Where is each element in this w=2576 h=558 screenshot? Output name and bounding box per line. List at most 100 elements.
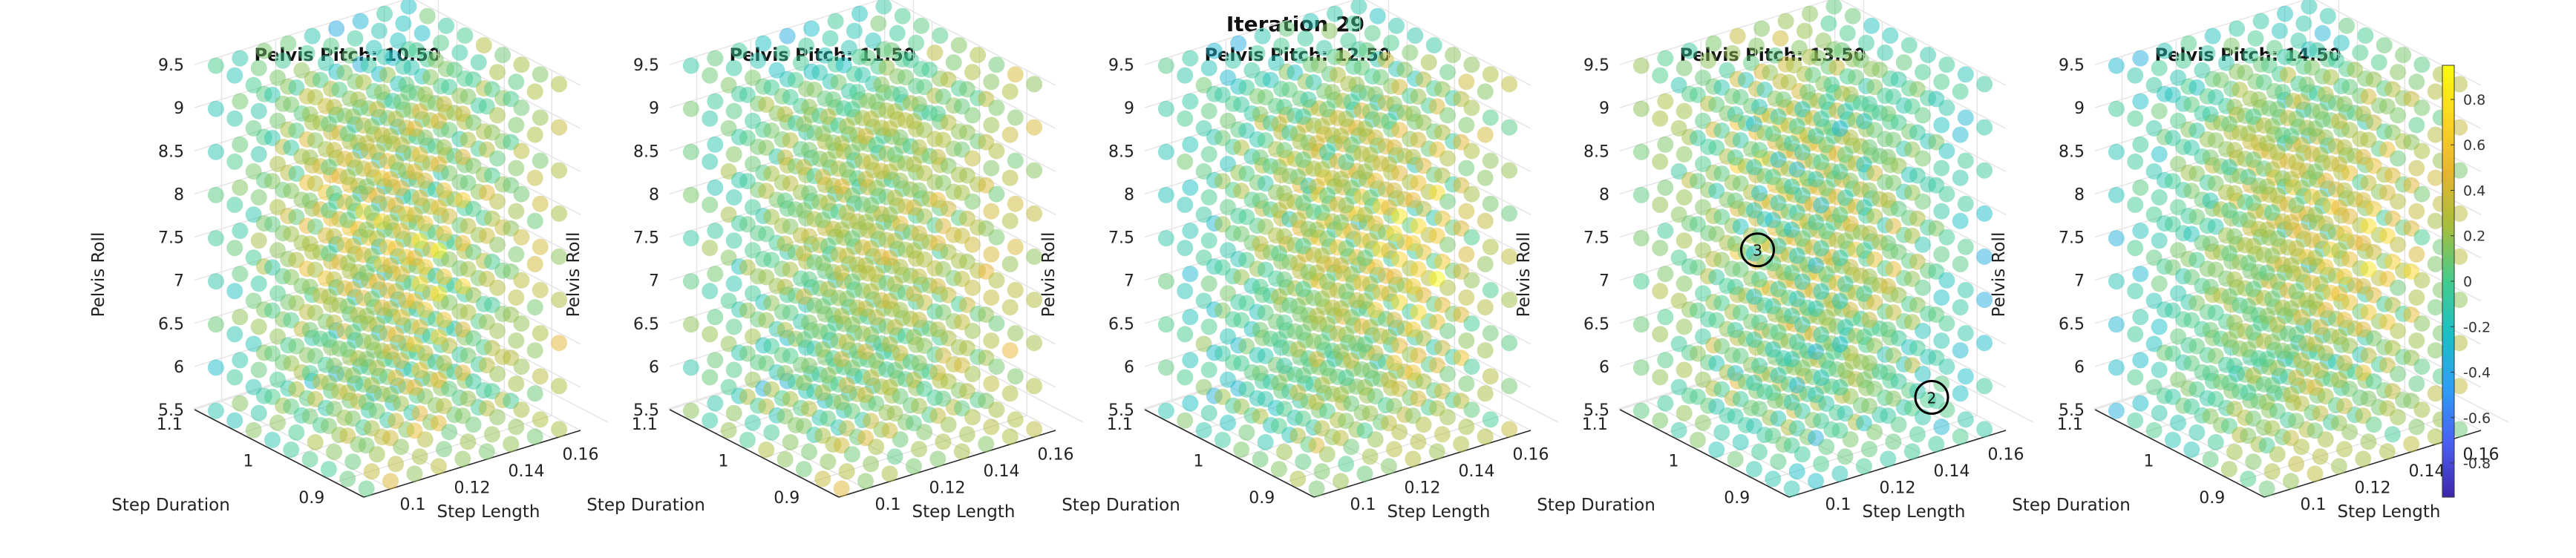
data-point	[1407, 27, 1424, 44]
data-point	[1976, 248, 1993, 265]
data-point	[2376, 37, 2393, 53]
data-point	[988, 99, 1005, 116]
data-point	[1957, 109, 1974, 126]
data-point	[250, 189, 267, 206]
y-axis-line	[1619, 409, 1790, 498]
data-point	[1794, 446, 1811, 463]
data-point	[2427, 169, 2444, 186]
data-point	[1410, 174, 1427, 191]
data-point	[460, 260, 477, 278]
data-point	[2188, 424, 2206, 441]
data-point	[2307, 465, 2324, 482]
data-point	[983, 116, 1000, 134]
data-point	[513, 142, 530, 160]
data-point	[707, 266, 724, 283]
data-point	[400, 0, 417, 15]
data-point	[1751, 228, 1768, 245]
data-point	[2288, 240, 2305, 257]
z-tick-label: 7.5	[633, 229, 659, 248]
data-point	[950, 37, 967, 53]
data-point	[932, 27, 949, 44]
data-point	[326, 185, 342, 202]
z-tick-label: 8	[1124, 186, 1134, 204]
data-point	[983, 73, 1000, 91]
data-point	[1372, 69, 1389, 86]
data-point	[2127, 197, 2144, 213]
data-point	[2226, 444, 2243, 461]
data-point	[1933, 203, 1950, 220]
data-point	[232, 395, 249, 412]
data-point	[2127, 240, 2144, 257]
y-tick-label: 0.9	[2199, 489, 2225, 508]
data-point	[1823, 76, 1840, 93]
data-point	[916, 424, 933, 441]
data-point	[875, 0, 892, 15]
data-point	[232, 266, 249, 283]
data-point	[1356, 292, 1373, 309]
z-tick-label: 8.5	[1108, 142, 1134, 161]
data-point	[388, 413, 405, 430]
data-point	[1308, 480, 1325, 497]
data-point	[1463, 186, 1480, 203]
data-point	[1276, 271, 1292, 288]
data-point	[2132, 179, 2149, 196]
data-point	[1157, 143, 1174, 160]
data-point	[513, 358, 530, 375]
x-ticks: 0.1 0.12 0.14 0.16	[400, 445, 599, 514]
data-point	[1233, 442, 1250, 458]
data-point	[682, 273, 699, 290]
data-point	[1477, 126, 1494, 143]
data-point	[250, 145, 267, 163]
colorbar-tick-label: -0.8	[2463, 456, 2491, 472]
data-point	[707, 352, 724, 369]
data-point	[1177, 240, 1194, 257]
data-point	[406, 292, 423, 309]
x-tick-label: 0.1	[1825, 496, 1851, 514]
data-point	[1230, 35, 1247, 52]
data-point	[2108, 230, 2125, 247]
data-point	[1386, 355, 1402, 372]
data-point	[1463, 358, 1480, 375]
data-point	[1938, 56, 1955, 73]
data-point	[983, 375, 1000, 393]
z-tick-label: 8	[2074, 186, 2085, 204]
data-point	[682, 57, 699, 74]
z-tick-label: 7.5	[1583, 229, 1609, 248]
data-point	[1885, 260, 1902, 278]
data-point	[801, 401, 817, 417]
data-point	[2307, 249, 2324, 266]
grid-line	[669, 0, 1056, 86]
z-axis-label: Pelvis Roll	[1039, 232, 1059, 318]
data-point	[1708, 442, 1725, 458]
data-point	[1458, 73, 1475, 91]
data-point	[911, 441, 927, 458]
data-point	[2408, 160, 2425, 177]
data-point	[1463, 229, 1480, 246]
data-point	[1938, 142, 1955, 160]
data-point	[2220, 461, 2237, 478]
data-point	[983, 418, 1000, 436]
data-point	[2151, 59, 2168, 76]
data-point	[1652, 67, 1669, 84]
data-point	[413, 24, 431, 42]
data-point	[532, 152, 549, 169]
data-point	[1157, 273, 1174, 290]
data-point	[1482, 66, 1499, 83]
data-point	[2247, 30, 2264, 47]
data-point	[2390, 193, 2406, 210]
data-point	[1026, 76, 1043, 93]
y-tick-label: 1.1	[1582, 416, 1608, 434]
data-point	[2336, 312, 2353, 328]
data-point	[1880, 450, 1897, 467]
data-point	[508, 246, 525, 263]
data-point	[2390, 279, 2406, 296]
data-point	[1882, 27, 1899, 44]
data-point	[1632, 273, 1650, 290]
z-tick-label: 9	[649, 99, 659, 118]
data-point	[2301, 0, 2318, 15]
data-point	[1976, 335, 1993, 352]
data-point	[1001, 428, 1019, 445]
data-point	[1818, 439, 1835, 456]
data-point	[2132, 309, 2149, 326]
data-point	[526, 342, 543, 359]
